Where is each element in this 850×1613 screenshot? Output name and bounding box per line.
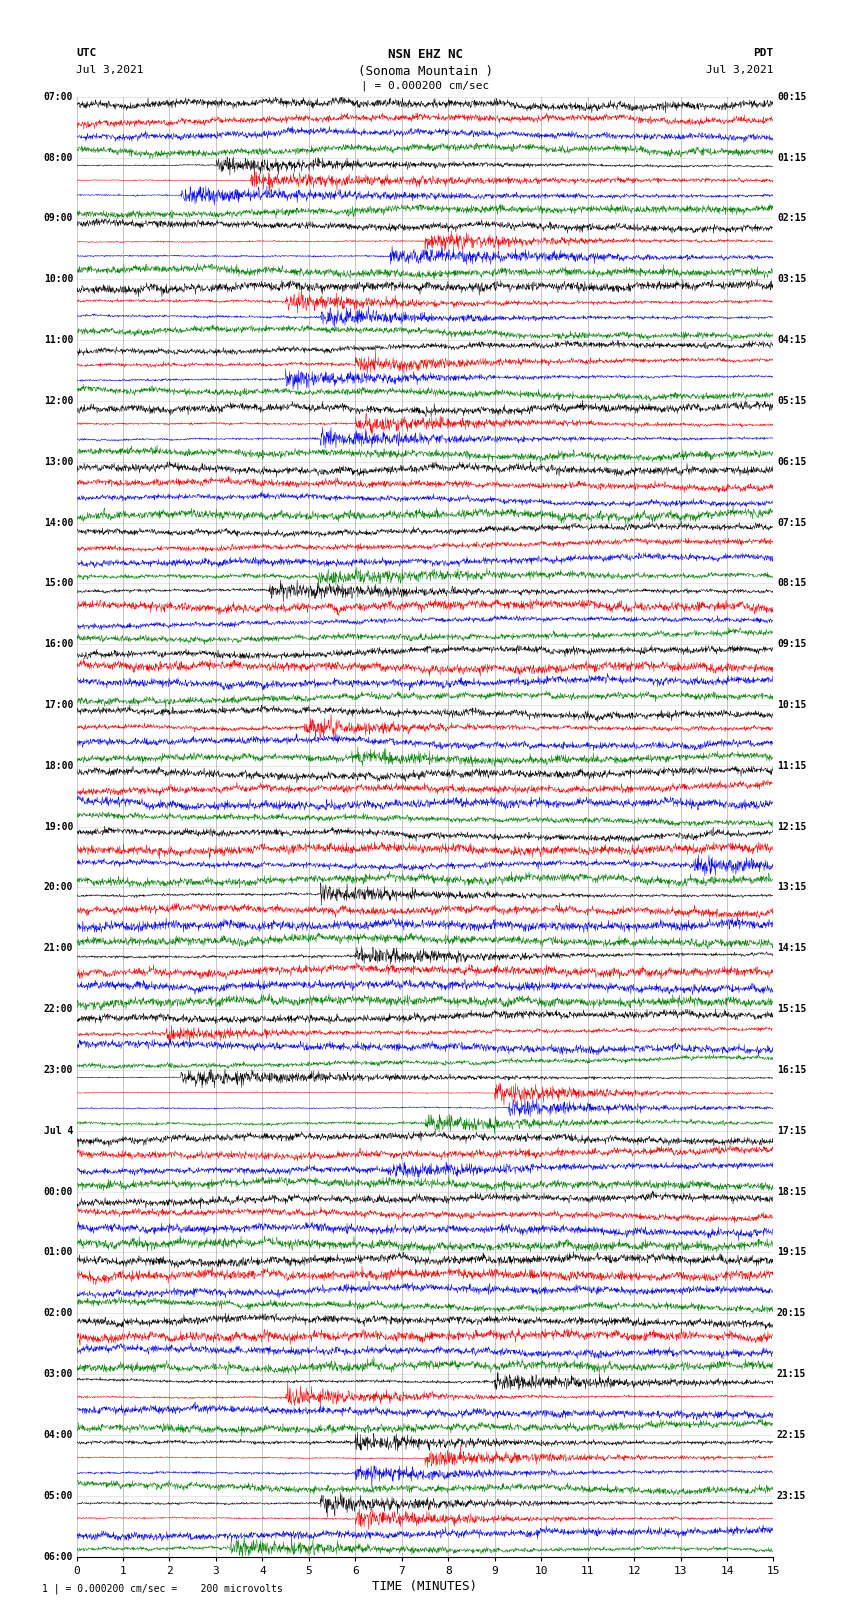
Text: 04:00: 04:00 xyxy=(43,1429,73,1440)
Text: 01:15: 01:15 xyxy=(777,153,807,163)
Text: 05:15: 05:15 xyxy=(777,395,807,406)
Text: 02:15: 02:15 xyxy=(777,213,807,224)
Text: 01:00: 01:00 xyxy=(43,1247,73,1258)
Text: 22:15: 22:15 xyxy=(777,1429,807,1440)
Text: 08:15: 08:15 xyxy=(777,579,807,589)
Text: 05:00: 05:00 xyxy=(43,1490,73,1500)
Text: 10:00: 10:00 xyxy=(43,274,73,284)
Text: 14:00: 14:00 xyxy=(43,518,73,527)
Text: | = 0.000200 cm/sec: | = 0.000200 cm/sec xyxy=(361,81,489,92)
Text: 16:15: 16:15 xyxy=(777,1065,807,1074)
Text: 11:15: 11:15 xyxy=(777,761,807,771)
Text: 15:15: 15:15 xyxy=(777,1005,807,1015)
Text: 16:00: 16:00 xyxy=(43,639,73,648)
Text: 19:15: 19:15 xyxy=(777,1247,807,1258)
Text: 08:00: 08:00 xyxy=(43,153,73,163)
Text: 20:15: 20:15 xyxy=(777,1308,807,1318)
Text: 23:15: 23:15 xyxy=(777,1490,807,1500)
Text: 13:15: 13:15 xyxy=(777,882,807,892)
Text: 20:00: 20:00 xyxy=(43,882,73,892)
Text: 02:00: 02:00 xyxy=(43,1308,73,1318)
Text: 07:15: 07:15 xyxy=(777,518,807,527)
Text: 13:00: 13:00 xyxy=(43,456,73,466)
Text: 12:15: 12:15 xyxy=(777,821,807,832)
Text: 11:00: 11:00 xyxy=(43,336,73,345)
Text: 21:00: 21:00 xyxy=(43,944,73,953)
Text: 18:00: 18:00 xyxy=(43,761,73,771)
X-axis label: TIME (MINUTES): TIME (MINUTES) xyxy=(372,1579,478,1592)
Text: 22:00: 22:00 xyxy=(43,1005,73,1015)
Text: 07:00: 07:00 xyxy=(43,92,73,102)
Text: Jul 3,2021: Jul 3,2021 xyxy=(706,65,774,74)
Text: 06:00: 06:00 xyxy=(43,1552,73,1561)
Text: 09:00: 09:00 xyxy=(43,213,73,224)
Text: 21:15: 21:15 xyxy=(777,1369,807,1379)
Text: PDT: PDT xyxy=(753,48,774,58)
Text: 17:15: 17:15 xyxy=(777,1126,807,1136)
Text: UTC: UTC xyxy=(76,48,97,58)
Text: 14:15: 14:15 xyxy=(777,944,807,953)
Text: NSN EHZ NC: NSN EHZ NC xyxy=(388,48,462,61)
Text: 18:15: 18:15 xyxy=(777,1187,807,1197)
Text: 04:15: 04:15 xyxy=(777,336,807,345)
Text: 19:00: 19:00 xyxy=(43,821,73,832)
Text: 12:00: 12:00 xyxy=(43,395,73,406)
Text: 06:15: 06:15 xyxy=(777,456,807,466)
Text: 03:15: 03:15 xyxy=(777,274,807,284)
Text: Jul 3,2021: Jul 3,2021 xyxy=(76,65,144,74)
Text: 1 | = 0.000200 cm/sec =    200 microvolts: 1 | = 0.000200 cm/sec = 200 microvolts xyxy=(42,1582,283,1594)
Text: 15:00: 15:00 xyxy=(43,579,73,589)
Text: 00:00: 00:00 xyxy=(43,1187,73,1197)
Text: 23:00: 23:00 xyxy=(43,1065,73,1074)
Text: 10:15: 10:15 xyxy=(777,700,807,710)
Text: Jul 4: Jul 4 xyxy=(43,1126,73,1136)
Text: (Sonoma Mountain ): (Sonoma Mountain ) xyxy=(358,65,492,77)
Text: 09:15: 09:15 xyxy=(777,639,807,648)
Text: 17:00: 17:00 xyxy=(43,700,73,710)
Text: 03:00: 03:00 xyxy=(43,1369,73,1379)
Text: 00:15: 00:15 xyxy=(777,92,807,102)
